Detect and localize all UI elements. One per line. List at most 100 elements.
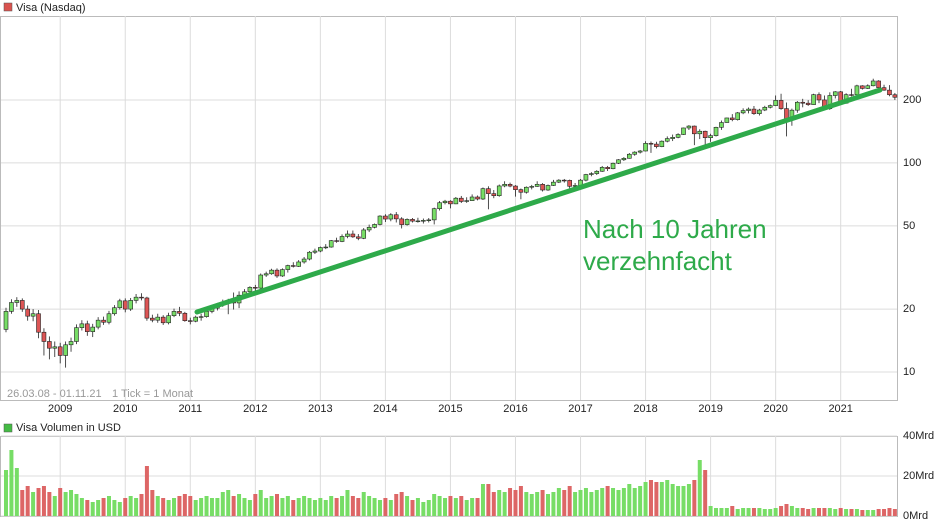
volume-bar [106, 496, 111, 516]
candle-body [106, 313, 112, 323]
candle-body [594, 170, 600, 174]
volume-bar [356, 498, 361, 516]
candle-body [187, 320, 193, 322]
volume-bar [887, 508, 892, 516]
volume-bar [497, 490, 502, 516]
candle-body [269, 269, 274, 275]
candle-body [524, 186, 529, 193]
candle-body [605, 167, 610, 170]
candle-body [729, 117, 735, 120]
candle-body [762, 106, 768, 111]
candle-body [654, 143, 659, 147]
y-tick-label: 10 [903, 366, 915, 378]
volume-bar [63, 492, 68, 516]
volume-bar [448, 496, 453, 516]
volume-bar [166, 500, 171, 516]
candle-body [480, 188, 486, 200]
candle-body [426, 219, 432, 221]
volume-bar [443, 498, 448, 516]
volume-bar [670, 484, 675, 516]
candle-body [171, 311, 177, 316]
candle-body [616, 159, 621, 164]
volume-bar [562, 490, 567, 516]
grid [1, 16, 897, 517]
candle-body [253, 287, 258, 289]
candle-body [800, 101, 806, 104]
volume-bar [269, 496, 274, 516]
volume-bar [247, 500, 252, 516]
candle-body [198, 316, 204, 318]
volume-bar [643, 482, 648, 516]
candle-body [816, 94, 822, 101]
candle-body [328, 240, 334, 248]
volume-bar [101, 498, 106, 516]
candle-body [534, 184, 540, 187]
volume-bar [822, 508, 827, 516]
candle-body [767, 105, 773, 108]
candle-body [795, 101, 800, 111]
volume-bar [757, 508, 762, 516]
volume-bar [844, 509, 849, 516]
candle-body [345, 233, 350, 237]
candle-body [551, 181, 556, 186]
volume-bar [377, 500, 382, 516]
x-tick-label: 2021 [828, 403, 852, 415]
volume-bar [421, 502, 426, 516]
volume-bar [779, 506, 784, 516]
volume-bar [36, 488, 41, 516]
volume-bar [616, 490, 621, 516]
volume-bar [833, 509, 838, 516]
volume-bar [188, 496, 193, 516]
x-tick-label: 2018 [633, 403, 657, 415]
volume-bar [394, 494, 399, 516]
candle-body [36, 313, 41, 333]
candle-body [355, 236, 361, 239]
volume-bar [74, 494, 79, 516]
candle-body [9, 302, 14, 312]
volume-bar [600, 488, 605, 516]
candle-body [648, 143, 654, 145]
candle-body [301, 258, 307, 263]
candle-body [757, 109, 762, 114]
volume-bar [789, 506, 794, 516]
y-tick-label: 100 [903, 157, 921, 169]
volume-bar [724, 508, 729, 516]
legend-label: Visa Volumen in USD [16, 422, 121, 434]
candle-body [670, 137, 675, 139]
volume-bar [589, 492, 594, 516]
volume-bar [302, 496, 307, 516]
volume-bar [432, 494, 437, 516]
volume-bar [318, 498, 323, 516]
x-tick-label: 2019 [698, 403, 722, 415]
volume-bar [627, 484, 632, 516]
volume-bar [676, 486, 681, 516]
candle-body [334, 240, 339, 242]
volume-bar [567, 486, 572, 516]
candle-body [258, 274, 264, 289]
volume-bar [172, 498, 177, 516]
y-tick-label: 0Mrd [903, 510, 928, 522]
candle-body [881, 87, 887, 91]
volume-bar [383, 498, 388, 516]
candle-body [849, 94, 854, 96]
candle-body [491, 193, 497, 196]
date-range: 26.03.08 - 01.11.21 [7, 388, 102, 400]
volume-bar [96, 500, 101, 516]
candle-body [540, 184, 545, 191]
candle-body [41, 331, 47, 342]
volume-bar [334, 498, 339, 516]
candle-body [263, 273, 269, 276]
candle-body [182, 312, 188, 321]
volume-bar [231, 496, 236, 516]
candle-body [773, 100, 778, 106]
candle-body [79, 323, 85, 328]
volume-bar [426, 500, 431, 516]
volume-bar [275, 494, 279, 516]
volume-bar [806, 509, 811, 516]
candle-body [697, 130, 703, 135]
candle-body [529, 186, 535, 188]
volume-bar [838, 508, 843, 516]
volume-bar [237, 494, 242, 516]
volume-bar [155, 496, 160, 516]
volume-bar [735, 509, 740, 516]
